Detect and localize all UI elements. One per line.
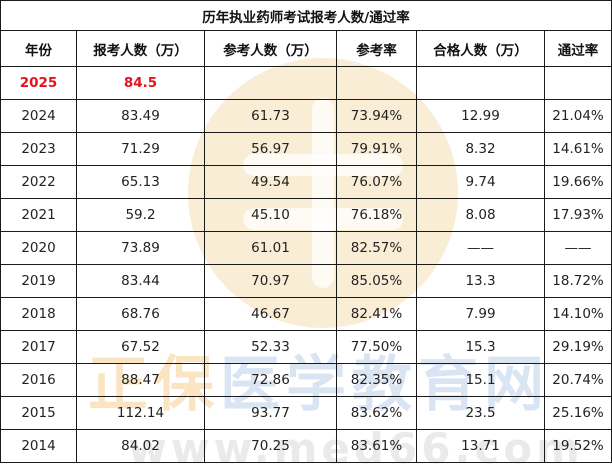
table-row: 2022 65.13 49.54 76.07% 9.74 19.66% xyxy=(0,165,612,199)
table-row: 2016 88.47 72.86 82.35% 15.1 20.74% xyxy=(0,363,612,397)
table-row: 2014 84.02 70.25 83.61% 13.71 19.52% xyxy=(0,429,612,463)
cell-passed: 23.5 xyxy=(416,396,545,430)
cell-pass-rate: 19.52% xyxy=(543,429,612,463)
cell-attendance-rate: 77.50% xyxy=(336,330,417,364)
cell-passed xyxy=(416,66,545,100)
cell-applicants: 65.13 xyxy=(76,165,205,199)
cell-pass-rate: 14.61% xyxy=(543,132,612,166)
cell-year: 2019 xyxy=(0,264,77,298)
cell-year: 2025 xyxy=(0,66,77,100)
cell-passed: 8.32 xyxy=(416,132,545,166)
header-passed: 合格人数（万） xyxy=(416,30,545,67)
table-row: 2021 59.2 45.10 76.18% 8.08 17.93% xyxy=(0,198,612,232)
cell-examinees: 93.77 xyxy=(204,396,337,430)
cell-examinees: 45.10 xyxy=(204,198,337,232)
cell-pass-rate: 29.19% xyxy=(543,330,612,364)
cell-passed: 9.74 xyxy=(416,165,545,199)
cell-examinees: 61.73 xyxy=(204,99,337,133)
table-row: 2020 73.89 61.01 82.57% —— —— xyxy=(0,231,612,265)
cell-attendance-rate: 79.91% xyxy=(336,132,417,166)
cell-year: 2020 xyxy=(0,231,77,265)
table-title: 历年执业药师考试报考人数/通过率 xyxy=(0,0,612,31)
cell-applicants: 84.5 xyxy=(76,66,205,100)
cell-examinees: 70.25 xyxy=(204,429,337,463)
cell-attendance-rate: 85.05% xyxy=(336,264,417,298)
cell-attendance-rate: 82.35% xyxy=(336,363,417,397)
cell-attendance-rate: 82.41% xyxy=(336,297,417,331)
cell-passed: 12.99 xyxy=(416,99,545,133)
cell-applicants: 88.47 xyxy=(76,363,205,397)
header-pass-rate: 通过率 xyxy=(543,30,612,67)
cell-passed: 13.3 xyxy=(416,264,545,298)
cell-passed: 13.71 xyxy=(416,429,545,463)
table-row: 2018 68.76 46.67 82.41% 7.99 14.10% xyxy=(0,297,612,331)
cell-year: 2016 xyxy=(0,363,77,397)
cell-applicants: 84.02 xyxy=(76,429,205,463)
cell-examinees: 72.86 xyxy=(204,363,337,397)
cell-attendance-rate: 76.07% xyxy=(336,165,417,199)
cell-passed: 15.3 xyxy=(416,330,545,364)
header-applicants: 报考人数（万） xyxy=(76,30,205,67)
cell-year: 2024 xyxy=(0,99,77,133)
cell-passed: 7.99 xyxy=(416,297,545,331)
cell-examinees: 61.01 xyxy=(204,231,337,265)
cell-pass-rate: 19.66% xyxy=(543,165,612,199)
cell-pass-rate xyxy=(543,66,612,100)
cell-applicants: 67.52 xyxy=(76,330,205,364)
header-year: 年份 xyxy=(0,30,77,67)
cell-applicants: 73.89 xyxy=(76,231,205,265)
cell-year: 2015 xyxy=(0,396,77,430)
cell-attendance-rate xyxy=(336,66,417,100)
cell-applicants: 71.29 xyxy=(76,132,205,166)
cell-passed: 8.08 xyxy=(416,198,545,232)
cell-examinees: 46.67 xyxy=(204,297,337,331)
cell-attendance-rate: 76.18% xyxy=(336,198,417,232)
cell-year: 2017 xyxy=(0,330,77,364)
cell-pass-rate: 21.04% xyxy=(543,99,612,133)
cell-year: 2021 xyxy=(0,198,77,232)
cell-applicants: 83.44 xyxy=(76,264,205,298)
cell-attendance-rate: 82.57% xyxy=(336,231,417,265)
cell-pass-rate: —— xyxy=(543,231,612,265)
header-examinees: 参考人数（万） xyxy=(204,30,337,67)
cell-examinees: 49.54 xyxy=(204,165,337,199)
table-row: 2023 71.29 56.97 79.91% 8.32 14.61% xyxy=(0,132,612,166)
cell-pass-rate: 14.10% xyxy=(543,297,612,331)
cell-examinees: 70.97 xyxy=(204,264,337,298)
cell-passed: —— xyxy=(416,231,545,265)
pharmacist-exam-table: 历年执业药师考试报考人数/通过率 年份 报考人数（万） 参考人数（万） 参考率 合格人数… xyxy=(0,0,612,463)
cell-pass-rate: 20.74% xyxy=(543,363,612,397)
cell-examinees: 56.97 xyxy=(204,132,337,166)
header-attendance-rate: 参考率 xyxy=(336,30,417,67)
cell-attendance-rate: 73.94% xyxy=(336,99,417,133)
table-row: 2015 112.14 93.77 83.62% 23.5 25.16% xyxy=(0,396,612,430)
cell-year: 2022 xyxy=(0,165,77,199)
cell-year: 2018 xyxy=(0,297,77,331)
cell-pass-rate: 25.16% xyxy=(543,396,612,430)
table-row: 2017 67.52 52.33 77.50% 15.3 29.19% xyxy=(0,330,612,364)
table-row: 2024 83.49 61.73 73.94% 12.99 21.04% xyxy=(0,99,612,133)
cell-applicants: 83.49 xyxy=(76,99,205,133)
table-row: 2019 83.44 70.97 85.05% 13.3 18.72% xyxy=(0,264,612,298)
cell-examinees: 52.33 xyxy=(204,330,337,364)
cell-pass-rate: 18.72% xyxy=(543,264,612,298)
cell-year: 2014 xyxy=(0,429,77,463)
cell-applicants: 59.2 xyxy=(76,198,205,232)
cell-applicants: 68.76 xyxy=(76,297,205,331)
cell-attendance-rate: 83.62% xyxy=(336,396,417,430)
cell-examinees xyxy=(204,66,337,100)
cell-applicants: 112.14 xyxy=(76,396,205,430)
cell-passed: 15.1 xyxy=(416,363,545,397)
cell-attendance-rate: 83.61% xyxy=(336,429,417,463)
cell-pass-rate: 17.93% xyxy=(543,198,612,232)
cell-year: 2023 xyxy=(0,132,77,166)
table-row: 2025 84.5 xyxy=(0,66,612,100)
